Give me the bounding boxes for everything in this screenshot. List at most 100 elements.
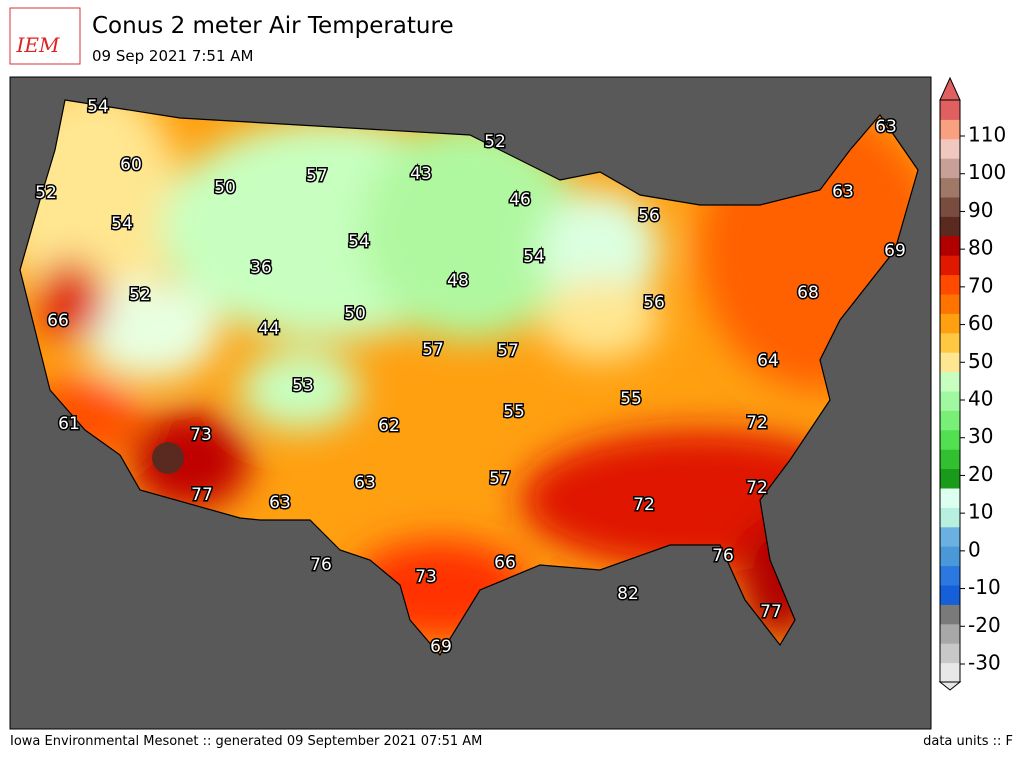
- colorbar-swatch: [940, 158, 960, 179]
- colorbar-swatch: [940, 429, 960, 450]
- subtitle: 09 Sep 2021 7:51 AM: [92, 47, 254, 65]
- station-label: 57: [489, 469, 511, 489]
- station-label: 68: [797, 283, 819, 303]
- station-label: 56: [638, 206, 660, 226]
- colorbar-tick-label: -10: [968, 575, 1001, 599]
- colorbar-swatch: [940, 449, 960, 470]
- station-label: 64: [757, 351, 779, 371]
- colorbar-swatch: [940, 371, 960, 392]
- colorbar-tick-label: 0: [968, 537, 981, 561]
- colorbar-tick-label: -20: [968, 613, 1001, 637]
- colorbar-swatch: [940, 332, 960, 353]
- colorbar-swatch: [940, 274, 960, 295]
- station-label: 48: [447, 271, 469, 291]
- station-label: 54: [348, 232, 370, 252]
- station-label: 55: [503, 402, 525, 422]
- colorbar-swatch: [940, 313, 960, 334]
- colorbar-tick-label: 110: [968, 123, 1006, 147]
- colorbar-swatch: [940, 623, 960, 644]
- logo-text: IEM: [16, 33, 61, 57]
- station-label: 57: [306, 166, 328, 186]
- station-label: 73: [190, 425, 212, 445]
- station-label: 54: [111, 214, 133, 234]
- colorbar-swatch: [940, 643, 960, 664]
- station-label: 50: [344, 304, 366, 324]
- station-label: 57: [422, 340, 444, 360]
- colorbar-arrow-bottom: [938, 681, 962, 691]
- colorbar-tick-label: 40: [968, 387, 993, 411]
- temperature-field: [20, 100, 918, 655]
- colorbar-frame: [939, 99, 961, 683]
- title: Conus 2 meter Air Temperature: [92, 13, 454, 39]
- colorbar-swatch: [940, 352, 960, 373]
- station-label: 63: [875, 117, 897, 137]
- station-label: 56: [643, 293, 665, 313]
- colorbar-tick-label: 50: [968, 349, 993, 373]
- colorbar-tick-label: 70: [968, 273, 993, 297]
- colorbar-swatch: [940, 216, 960, 237]
- colorbar-tick-label: 80: [968, 236, 993, 260]
- station-label: 77: [760, 602, 782, 622]
- station-label: 36: [250, 258, 272, 278]
- colorbar-tick-label: 60: [968, 311, 993, 335]
- colorbar-swatch: [940, 585, 960, 605]
- colorbar-tick-label: 20: [968, 462, 993, 486]
- station-label: 60: [120, 155, 142, 175]
- station-label: 66: [494, 553, 516, 573]
- colorbar-swatch: [940, 197, 960, 217]
- station-label: 52: [129, 285, 151, 305]
- colorbar-swatch: [940, 565, 960, 586]
- station-label: 66: [47, 311, 69, 331]
- station-label: 63: [354, 473, 376, 493]
- station-label: 76: [310, 555, 332, 575]
- colorbar-swatch: [940, 410, 960, 431]
- colorbar-swatch: [940, 235, 960, 256]
- station-label: 69: [884, 241, 906, 261]
- station-label: 61: [58, 414, 80, 434]
- station-label: 82: [617, 584, 639, 604]
- station-label: 72: [633, 495, 655, 515]
- station-label: 69: [430, 637, 452, 657]
- footer-left: Iowa Environmental Mesonet :: generated …: [10, 734, 482, 749]
- colorbar: -30 -20 -10 0 10 20 30 40 50 60 70 80 90 100 110: [938, 76, 1006, 691]
- colorbar-swatch: [940, 488, 960, 508]
- colorbar-swatch: [940, 294, 960, 314]
- station-label: 50: [214, 178, 236, 198]
- station-label: 73: [415, 567, 437, 587]
- us-outline: [19, 99, 919, 657]
- colorbar-tick-label: 30: [968, 424, 993, 448]
- colorbar-swatch: [940, 119, 960, 140]
- station-label: 72: [746, 478, 768, 498]
- colorbar-swatch: [940, 255, 960, 276]
- station-label: 62: [378, 416, 400, 436]
- station-label: 52: [35, 183, 57, 203]
- footer-right: data units :: F: [923, 734, 1013, 749]
- colorbar-swatch: [940, 177, 960, 198]
- colorbar-swatch: [940, 662, 960, 683]
- colorbar-tick-label: 90: [968, 198, 993, 222]
- colorbar-swatch: [940, 468, 960, 489]
- colorbar-swatch: [940, 100, 960, 120]
- colorbar-swatch: [940, 546, 960, 567]
- logo-frame: [9, 7, 81, 65]
- station-label: 55: [620, 389, 642, 409]
- station-label: 46: [509, 190, 531, 210]
- station-label: 57: [497, 341, 519, 361]
- station-label: 76: [712, 546, 734, 566]
- station-label: 53: [292, 376, 314, 396]
- colorbar-tick-label: 10: [968, 500, 993, 524]
- colorbar-swatch: [940, 391, 960, 411]
- station-label: 54: [87, 97, 109, 117]
- colorbar-arrow-top: [939, 76, 961, 101]
- colorbar-swatch: [940, 604, 960, 625]
- colorbar-tick-label: 100: [968, 160, 1006, 184]
- station-label: 44: [258, 319, 280, 339]
- logo: IEM: [9, 7, 81, 65]
- colorbar-swatch: [940, 507, 960, 528]
- colorbar-swatch: [940, 526, 960, 547]
- station-label: 77: [191, 485, 213, 505]
- station-label: 63: [832, 182, 854, 202]
- station-label: 52: [484, 132, 506, 152]
